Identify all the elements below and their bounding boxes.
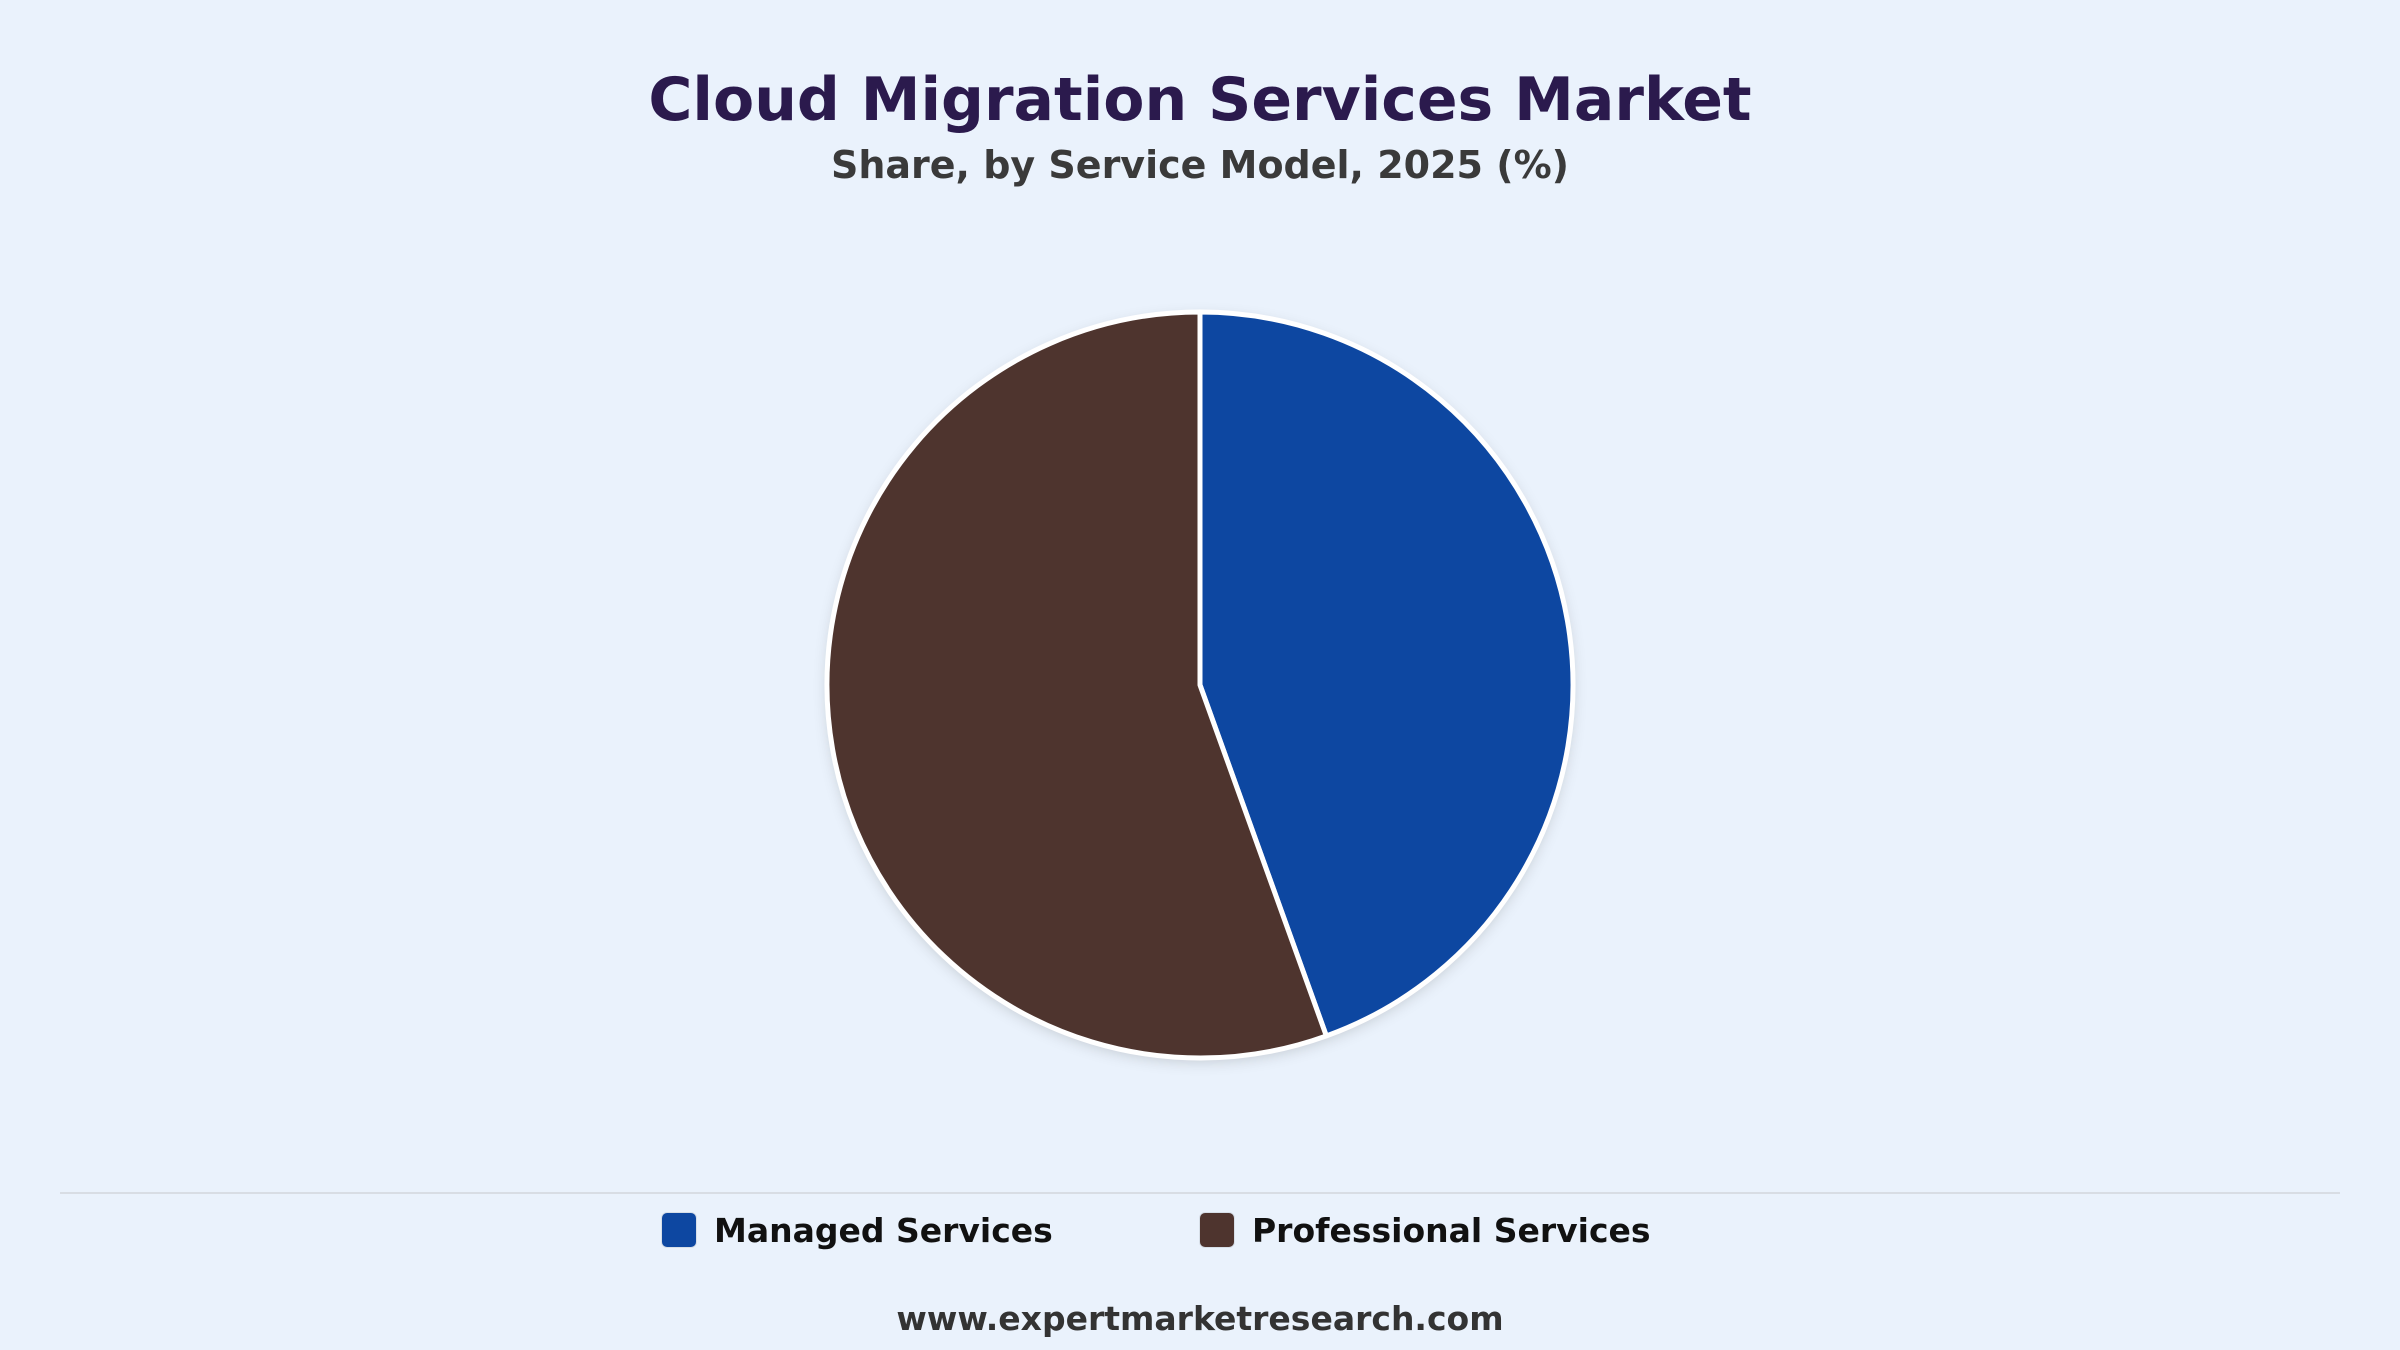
chart-title: Cloud Migration Services Market xyxy=(648,65,1752,135)
legend-swatch-managed-services xyxy=(662,1213,696,1247)
pie-slice-managed-services[interactable] xyxy=(1197,309,1576,1039)
legend-item-managed-services[interactable]: Managed Services xyxy=(662,1205,1053,1255)
legend-divider xyxy=(60,1192,2340,1194)
pie-slices xyxy=(824,309,1576,1061)
legend-label-managed-services: Managed Services xyxy=(714,1210,1053,1250)
legend-swatch-professional-services xyxy=(1200,1213,1234,1247)
legend: Managed Services Professional Services xyxy=(0,1205,2400,1255)
chart-subtitle: Share, by Service Model, 2025 (%) xyxy=(830,143,1570,187)
pie-slice-professional-services[interactable] xyxy=(824,309,1329,1061)
legend-label-professional-services: Professional Services xyxy=(1252,1210,1651,1250)
legend-item-professional-services[interactable]: Professional Services xyxy=(1200,1205,1651,1255)
source-url: www.expertmarketresearch.com xyxy=(896,1299,1504,1338)
